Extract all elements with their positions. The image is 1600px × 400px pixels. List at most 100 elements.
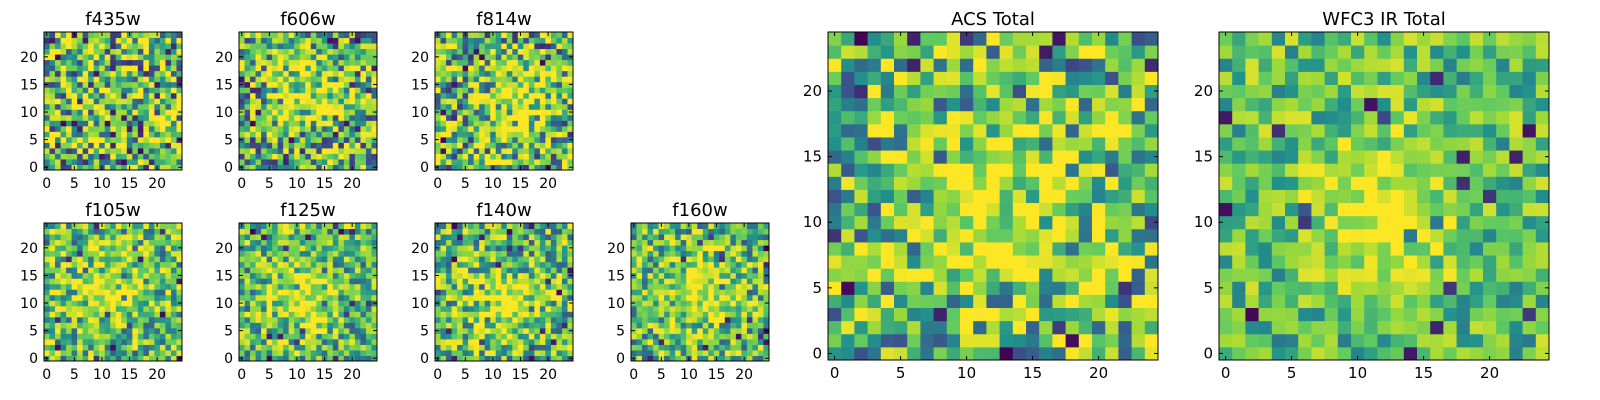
heatmap-cell <box>272 228 279 235</box>
heatmap-cell <box>104 261 111 268</box>
heatmap-cell <box>321 272 328 279</box>
heatmap-cell <box>867 281 882 295</box>
heatmap-cell <box>490 245 497 252</box>
heatmap-cell <box>288 131 295 138</box>
heatmap-cell <box>255 120 262 127</box>
heatmap-cell <box>946 228 961 243</box>
heatmap-cell <box>343 37 350 44</box>
heatmap-cell <box>332 32 339 39</box>
heatmap-cell <box>880 163 895 177</box>
heatmap-cell <box>349 278 356 285</box>
heatmap-cell <box>159 48 166 55</box>
heatmap-cell <box>66 48 73 55</box>
heatmap-cell <box>115 48 122 55</box>
heatmap-cell <box>327 158 334 165</box>
heatmap-cell <box>457 261 464 268</box>
heatmap-cell <box>490 278 497 285</box>
heatmap-cell <box>1039 176 1053 190</box>
heatmap-cell <box>82 54 89 61</box>
heatmap-cell <box>680 294 687 301</box>
heatmap-cell <box>528 250 535 257</box>
heatmap-cell <box>506 311 513 318</box>
heatmap-cell <box>435 153 442 160</box>
heatmap-cell <box>49 283 56 290</box>
heatmap-cell <box>332 338 339 345</box>
heatmap-cell <box>680 245 687 252</box>
heatmap-cell <box>462 256 469 263</box>
heatmap-cell <box>99 300 106 307</box>
heatmap-cell <box>354 158 361 165</box>
heatmap-cell <box>159 43 166 50</box>
heatmap-cell <box>567 98 574 105</box>
x-tick-label: 20 <box>148 176 166 192</box>
heatmap-cell <box>321 261 328 268</box>
heatmap-cell <box>473 278 480 285</box>
heatmap-cell <box>457 278 464 285</box>
heatmap-cell <box>506 322 513 329</box>
heatmap-cell <box>512 349 519 356</box>
heatmap-cell <box>473 322 480 329</box>
heatmap-cell <box>272 278 279 285</box>
heatmap-cell <box>495 158 502 165</box>
heatmap-cell <box>82 59 89 66</box>
heatmap-cell <box>647 316 654 323</box>
heatmap-cell <box>121 37 128 44</box>
heatmap-cell <box>960 333 974 348</box>
heatmap-cell <box>354 109 361 116</box>
heatmap-cell <box>288 70 295 77</box>
heatmap-cell <box>556 81 563 88</box>
heatmap-cell <box>294 289 301 296</box>
heatmap-cell <box>973 189 987 204</box>
heatmap-cell <box>294 87 301 94</box>
heatmap-cell <box>457 103 464 110</box>
heatmap-cell <box>371 256 378 263</box>
heatmap-cell <box>446 125 453 132</box>
heatmap-cell <box>561 98 568 105</box>
heatmap-cell <box>261 103 268 110</box>
heatmap-cell <box>479 92 486 99</box>
heatmap-cell <box>82 147 89 154</box>
heatmap-cell <box>642 289 649 296</box>
heatmap-cell <box>244 272 251 279</box>
heatmap-cell <box>99 338 106 345</box>
heatmap-cell <box>60 120 67 127</box>
heatmap-cell <box>1065 215 1080 230</box>
heatmap-cell <box>495 261 502 268</box>
heatmap-cell <box>468 81 475 88</box>
heatmap-cell <box>719 311 726 318</box>
heatmap-cell <box>495 338 502 345</box>
heatmap-cell <box>44 142 51 149</box>
heatmap-cell <box>266 316 273 323</box>
heatmap-cell <box>93 272 100 279</box>
heatmap-cell <box>110 98 117 105</box>
heatmap-cell <box>327 87 334 94</box>
heatmap-cell <box>894 320 908 335</box>
heatmap-cell <box>126 114 133 121</box>
heatmap-cell <box>451 239 458 246</box>
heatmap-cell <box>137 65 144 72</box>
heatmap-cell <box>561 349 568 356</box>
heatmap-cell <box>534 311 541 318</box>
heatmap-cell <box>272 120 279 127</box>
heatmap-cell <box>277 142 284 149</box>
heatmap-cell <box>907 189 921 204</box>
heatmap-cell <box>550 261 557 268</box>
heatmap-cell <box>933 228 948 243</box>
heatmap-cell <box>841 255 855 269</box>
heatmap-cell <box>741 344 748 351</box>
x-tick-label: 15 <box>512 176 530 192</box>
heatmap-cell <box>686 278 693 285</box>
heatmap-cell <box>299 37 306 44</box>
heatmap-cell <box>1105 294 1119 309</box>
heatmap-cell <box>165 158 172 165</box>
heatmap-cell <box>165 294 172 301</box>
heatmap-cell <box>534 59 541 66</box>
heatmap-cell <box>137 59 144 66</box>
heatmap-cell <box>713 256 720 263</box>
heatmap-cell <box>473 267 480 274</box>
heatmap-cell <box>752 333 759 340</box>
heatmap-cell <box>349 87 356 94</box>
heatmap-cell <box>894 346 908 361</box>
heatmap-cell <box>457 272 464 279</box>
heatmap-cell <box>468 239 475 246</box>
